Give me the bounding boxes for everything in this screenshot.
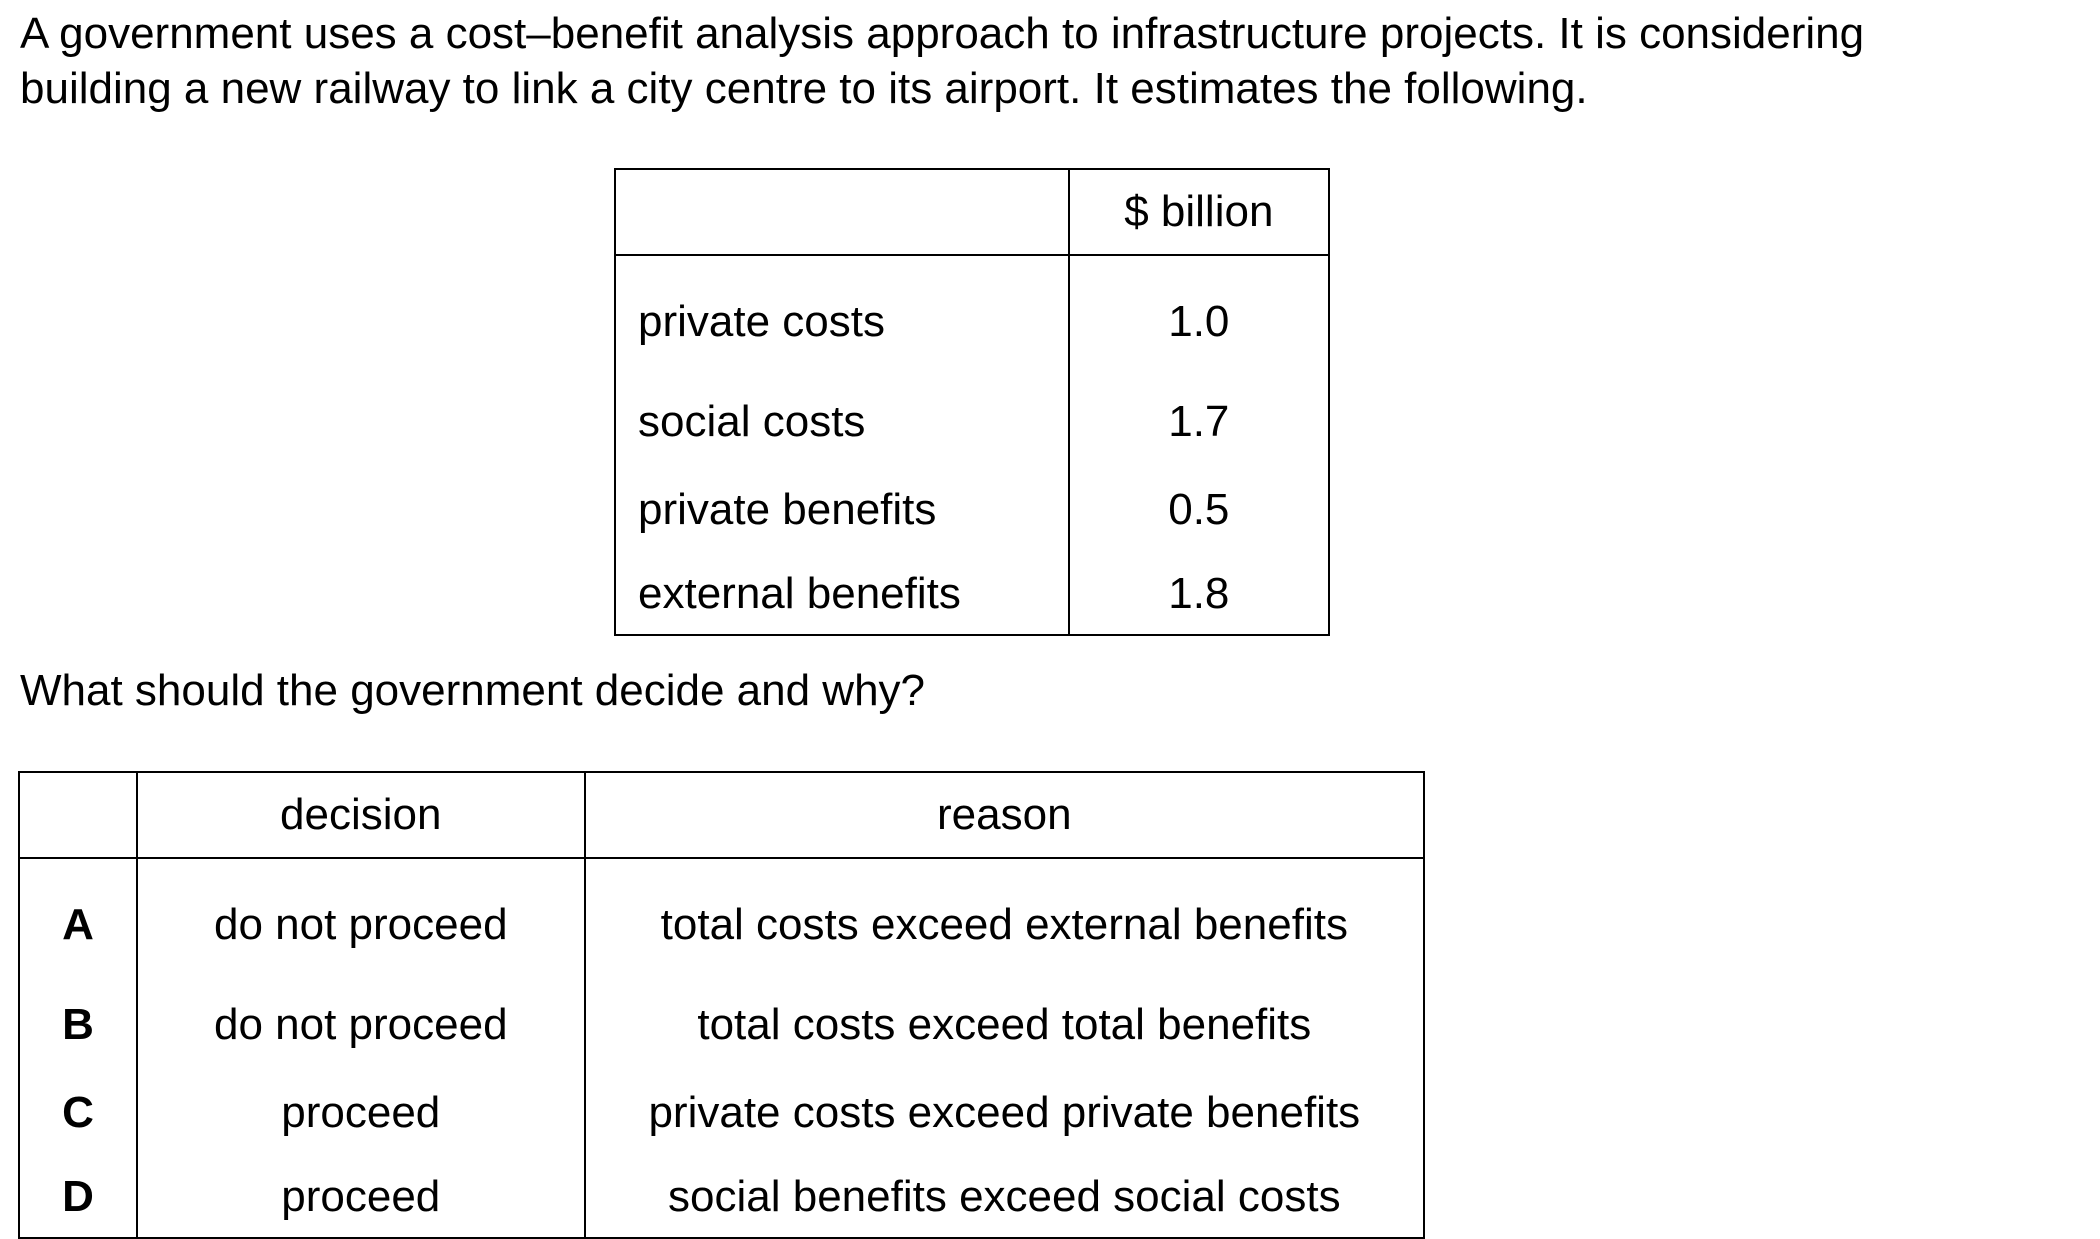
option-reason: total costs exceed total benefits (583, 981, 1426, 1069)
option-key: B (18, 981, 138, 1069)
stem-line-2: building a new railway to link a city ce… (20, 64, 1588, 113)
cost-benefit-header-row: $ billion (614, 168, 1331, 256)
table-row: external benefits 1.8 (614, 554, 1331, 636)
row-label: private benefits (614, 466, 1070, 554)
cost-benefit-table: $ billion private costs 1.0 social costs… (614, 168, 1331, 636)
option-decision: proceed (135, 1069, 586, 1157)
question-prompt: What should the government decide and wh… (20, 666, 926, 715)
header-blank-cell (18, 771, 138, 859)
options-header-row: decision reason (18, 771, 1426, 859)
question-stem: A government uses a cost–benefit analysi… (20, 6, 2010, 116)
option-row-a[interactable]: A do not proceed total costs exceed exte… (18, 858, 1426, 981)
row-value: 1.8 (1067, 554, 1331, 636)
header-blank-cell (614, 168, 1070, 256)
table-row: private costs 1.0 (614, 255, 1331, 378)
option-decision: do not proceed (135, 981, 586, 1069)
stem-line-1: A government uses a cost–benefit analysi… (20, 9, 1865, 58)
option-decision: proceed (135, 1157, 586, 1239)
option-key: C (18, 1069, 138, 1157)
row-label: social costs (614, 378, 1070, 466)
option-key: A (18, 858, 138, 981)
option-row-d[interactable]: D proceed social benefits exceed social … (18, 1157, 1426, 1239)
answer-options-table: decision reason A do not proceed total c… (18, 771, 1426, 1239)
option-reason: total costs exceed external benefits (583, 858, 1426, 981)
option-decision: do not proceed (135, 858, 586, 981)
option-row-c[interactable]: C proceed private costs exceed private b… (18, 1069, 1426, 1157)
row-value: 1.7 (1067, 378, 1331, 466)
row-value: 0.5 (1067, 466, 1331, 554)
table-row: social costs 1.7 (614, 378, 1331, 466)
row-value: 1.0 (1067, 255, 1331, 378)
header-reason: reason (583, 771, 1426, 859)
table-row: private benefits 0.5 (614, 466, 1331, 554)
header-decision: decision (135, 771, 586, 859)
header-unit-cell: $ billion (1067, 168, 1331, 256)
option-key: D (18, 1157, 138, 1239)
option-row-b[interactable]: B do not proceed total costs exceed tota… (18, 981, 1426, 1069)
option-reason: social benefits exceed social costs (583, 1157, 1426, 1239)
row-label: external benefits (614, 554, 1070, 636)
option-reason: private costs exceed private benefits (583, 1069, 1426, 1157)
row-label: private costs (614, 255, 1070, 378)
